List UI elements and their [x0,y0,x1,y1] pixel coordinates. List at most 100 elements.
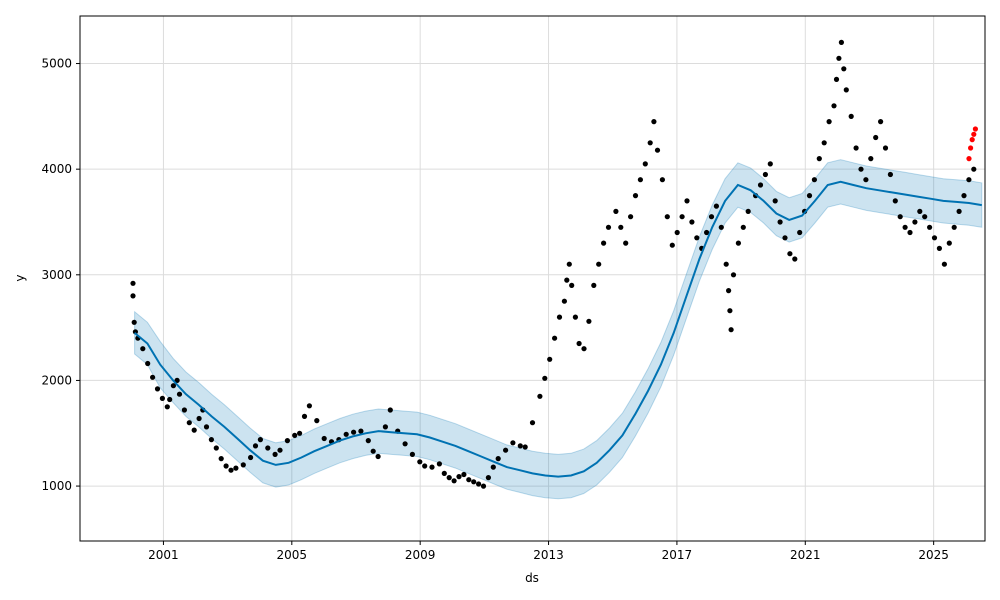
observed-point [704,229,710,236]
observed-point [917,208,923,214]
recent-point [968,145,974,151]
observed-point [723,261,729,267]
x-tick-label: 2001 [148,548,179,562]
observed-point [961,193,967,199]
observed-point [218,456,224,462]
observed-point [292,432,298,438]
observed-point [529,420,536,426]
observed-point [476,481,482,487]
observed-point [858,166,864,172]
observed-point [694,235,700,241]
observed-point [154,386,161,392]
observed-point [228,467,234,473]
observed-point [713,203,720,209]
observed-point [966,177,972,183]
observed-point [836,55,842,61]
observed-point [777,219,783,225]
observed-point [735,240,742,246]
observed-point [131,319,137,325]
observed-point [203,424,210,430]
y-tick-label: 3000 [41,268,72,282]
observed-point [561,298,568,304]
observed-point [301,413,308,419]
observed-point [422,463,428,469]
observed-point [358,428,364,434]
x-tick-label: 2013 [533,548,564,562]
observed-point [838,39,845,46]
observed-point [936,245,943,251]
observed-point [892,198,898,204]
observed-point [927,224,933,230]
recent-point [971,131,977,137]
observed-point [902,224,908,230]
x-axis-ticks: 2001 2005 2009 2013 2017 2021 2025 [148,541,949,562]
observed-point [257,437,263,443]
observed-point [284,438,290,444]
observed-point [730,272,737,278]
observed-point [941,261,948,267]
x-tick-label: 2025 [918,548,949,562]
observed-point [863,177,869,183]
observed-point [213,445,219,451]
observed-point [375,453,381,460]
observed-point [265,445,271,451]
observed-point [167,396,173,403]
observed-point [576,340,582,347]
observed-point [797,229,803,236]
observed-point [637,177,644,183]
observed-point [679,214,685,220]
observed-point [159,395,165,401]
recent-point [969,137,975,143]
observed-point [792,256,798,262]
observed-point [642,161,648,167]
observed-point [456,474,462,480]
observed-point [674,229,680,236]
observed-point [176,391,183,397]
x-tick-label: 2005 [277,548,308,562]
observed-point [664,214,670,220]
observed-point [277,447,283,453]
observed-point [556,314,563,320]
observed-point [654,147,661,153]
observed-point [297,430,303,436]
y-axis-ticks: 1000 2000 3000 4000 5000 [41,57,80,493]
observed-point [130,293,136,299]
observed-point [931,235,938,241]
observed-point [647,140,653,146]
x-axis-label: ds [525,571,539,585]
observed-point [186,420,192,426]
observed-point [466,477,472,483]
observed-point [441,470,447,476]
observed-point [461,471,467,478]
observed-point [757,182,764,188]
observed-point [196,415,202,422]
observed-point [409,451,415,457]
observed-point [659,177,666,183]
x-tick-label: 2009 [405,548,436,562]
observed-point [816,156,822,162]
observed-point [826,119,832,125]
observed-point [382,424,388,430]
observed-point [740,224,746,230]
observed-point [351,429,357,435]
observed-point [745,208,751,214]
y-tick-label: 4000 [41,162,72,176]
observed-point [726,288,732,294]
observed-point [503,447,509,453]
observed-point [572,314,579,320]
observed-point [623,240,629,246]
observed-point [517,443,523,449]
observed-point [365,438,371,444]
observed-point [841,66,847,72]
observed-point [150,374,156,380]
observed-point [596,261,602,267]
observed-point [145,360,151,367]
observed-points [130,39,977,489]
observed-point [248,454,254,461]
observed-point [833,76,840,82]
observed-point [471,479,477,485]
observed-point [605,224,612,230]
observed-point [912,219,918,225]
observed-point [140,346,146,352]
